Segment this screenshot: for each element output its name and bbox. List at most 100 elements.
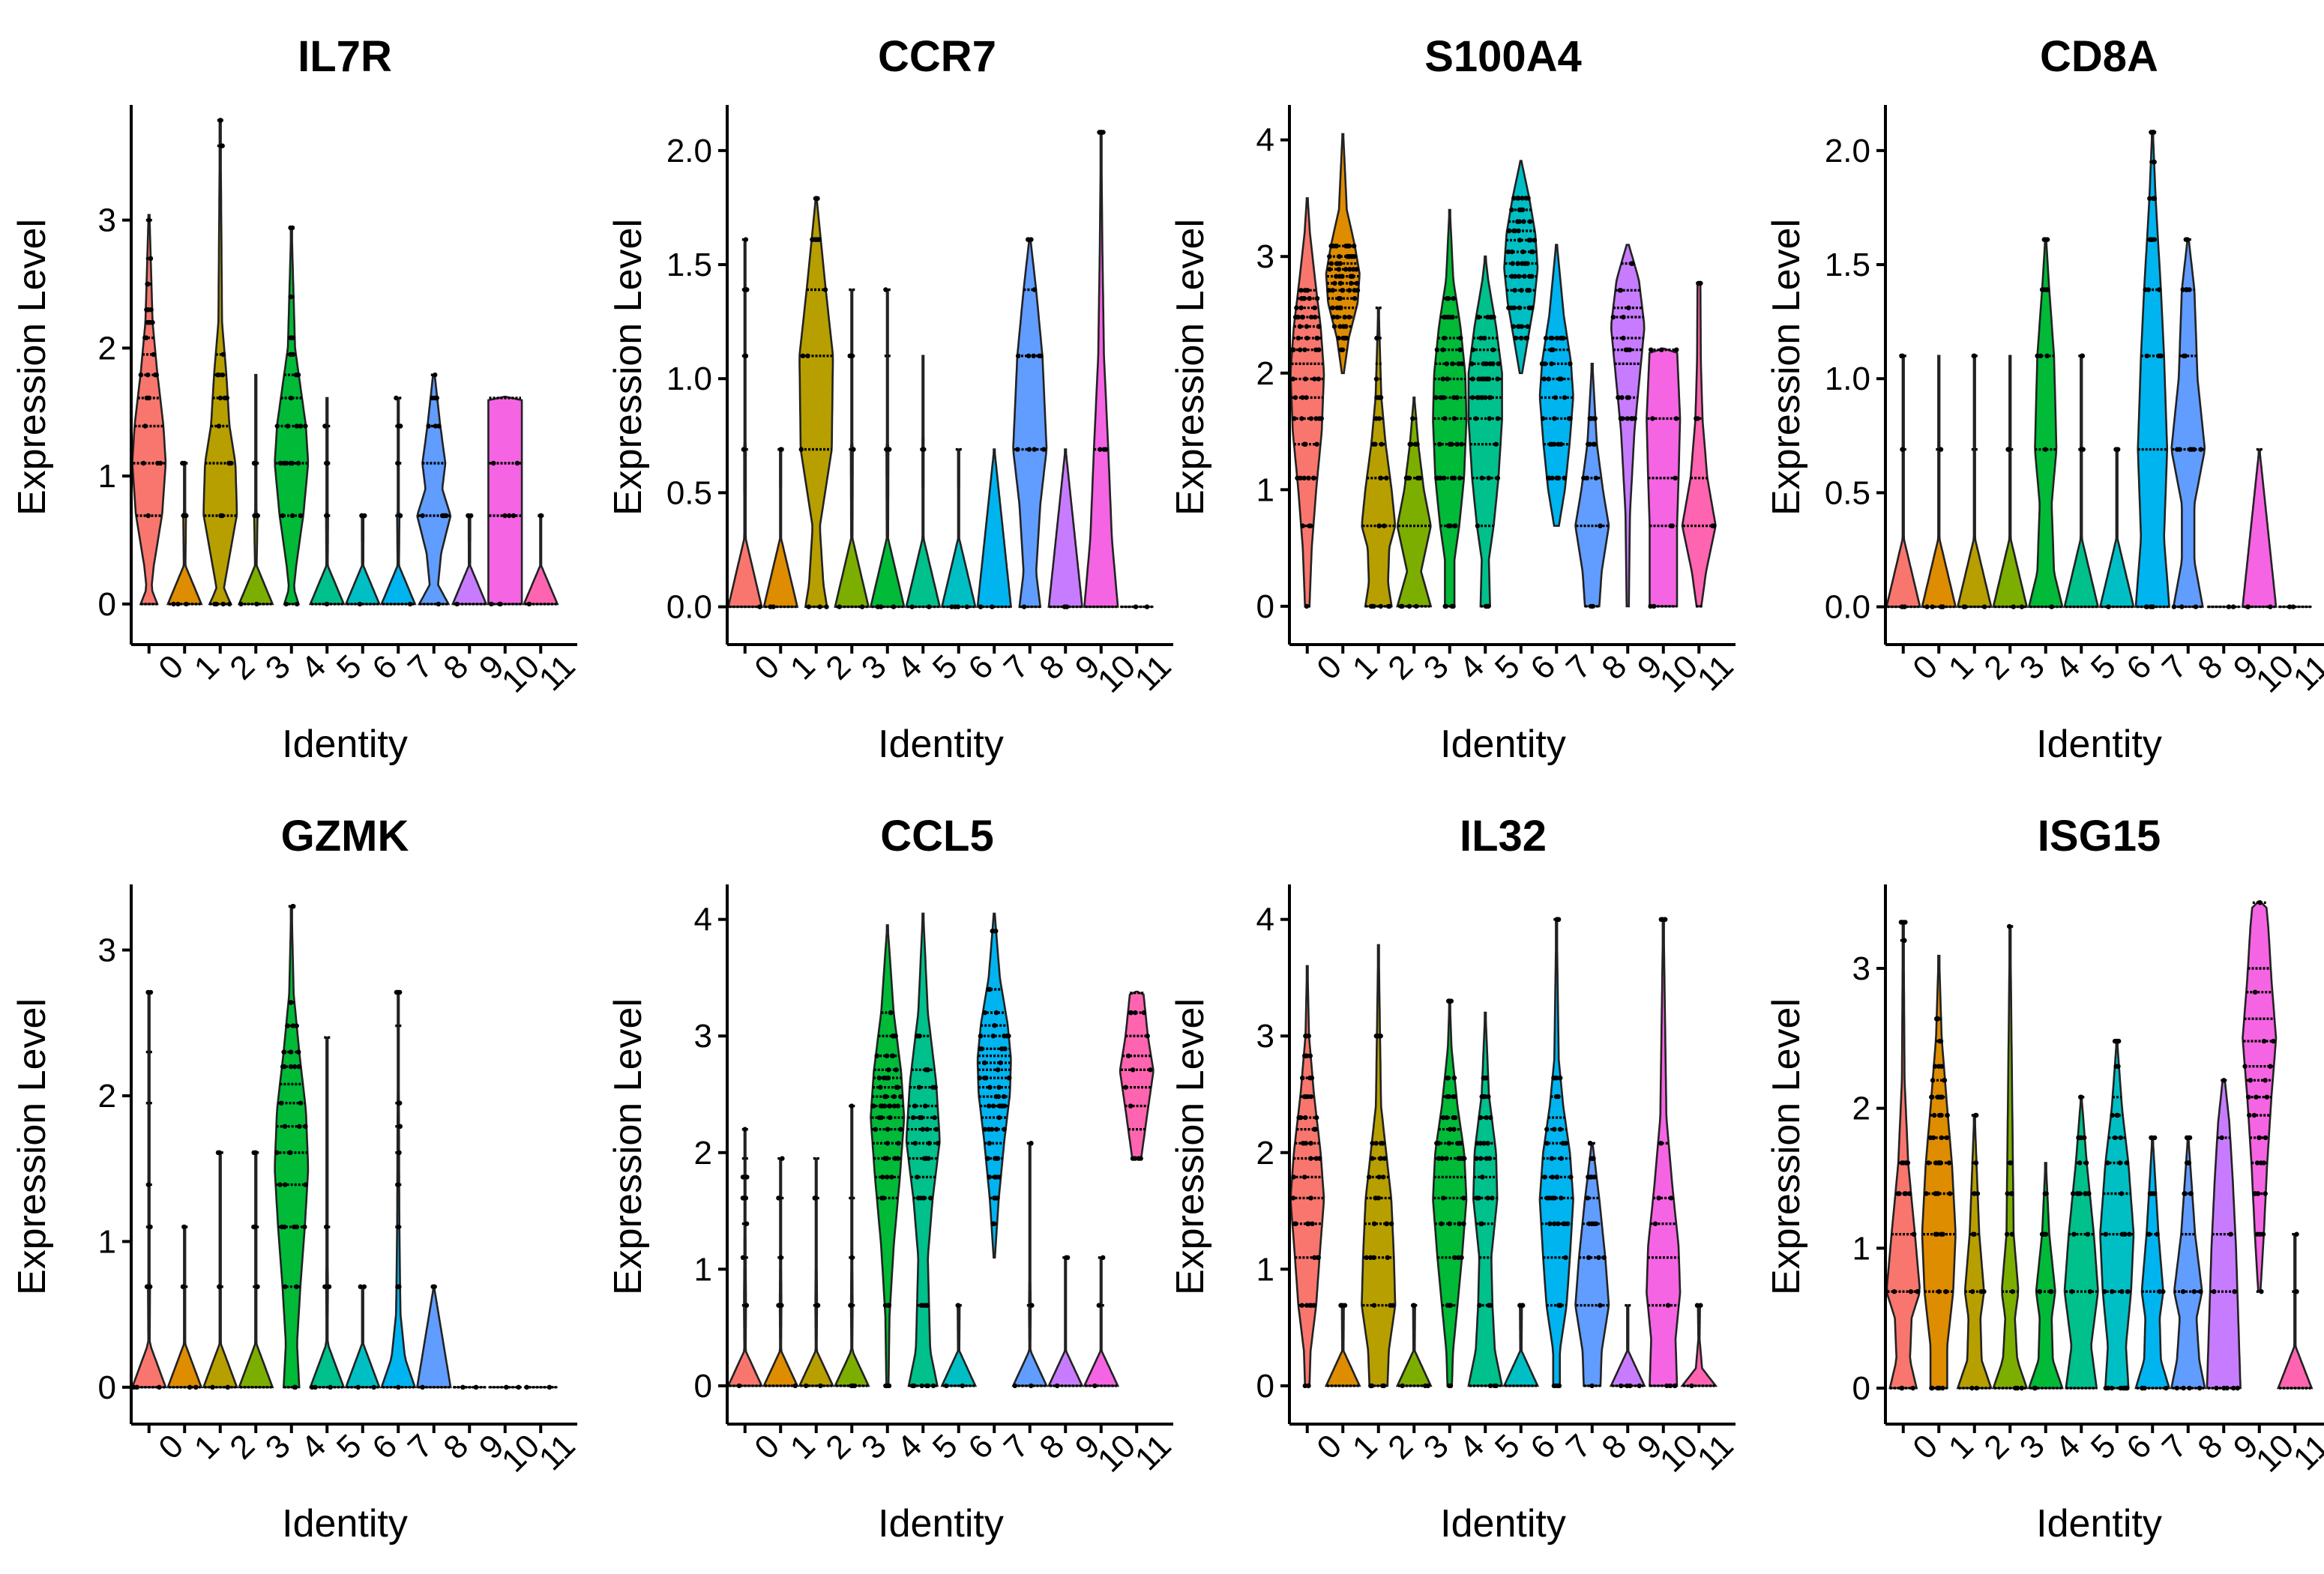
x-tick-label: 6	[961, 1427, 1000, 1466]
x-tick-label: 8	[436, 1427, 475, 1466]
violin-cluster-9	[1610, 244, 1646, 608]
x-tick-label: 3	[1417, 1427, 1456, 1466]
violin-body	[344, 514, 382, 606]
y-axis-label: Expression Level	[10, 219, 54, 516]
x-tick-label: 5	[2084, 648, 2123, 687]
violin-body	[1992, 355, 2029, 608]
violin-cluster-9	[452, 1384, 487, 1390]
x-tick-label: 0	[151, 1427, 190, 1466]
violin-body	[798, 1157, 835, 1387]
x-tick-label: 3	[259, 648, 298, 687]
violin-cluster-1	[1921, 355, 1957, 609]
x-tick-label: 11	[532, 1427, 582, 1477]
x-tick-label: 7	[1559, 648, 1598, 687]
violin-body	[415, 1285, 452, 1389]
violin-body	[1289, 197, 1325, 608]
x-tick-label: 4	[890, 1427, 929, 1466]
y-tick-label: 1.0	[666, 361, 712, 397]
violin-cluster-11	[1680, 1303, 1718, 1389]
violin-body	[451, 514, 488, 606]
y-tick-label: 0	[1256, 588, 1274, 625]
violin-body	[1574, 362, 1610, 608]
violin-body	[976, 448, 1013, 608]
violin-cluster-5	[905, 912, 941, 1389]
x-tick-label: 11	[1128, 1427, 1178, 1477]
y-tick-label: 4	[1256, 902, 1274, 938]
violin-cluster-11	[2277, 1231, 2314, 1390]
violin-body	[522, 514, 559, 606]
y-tick-label: 3	[1256, 1018, 1274, 1055]
x-tick-label: 5	[2084, 1427, 2123, 1466]
violin-cluster-11	[1119, 990, 1155, 1161]
violin-body	[1361, 944, 1397, 1387]
violin-body	[833, 1105, 870, 1387]
panel-s100a4: S100A40123401234567891011IdentityExpress…	[1169, 32, 1741, 766]
x-tick-label: 1	[783, 1427, 822, 1466]
violin-cluster-8	[2170, 1135, 2206, 1391]
violin-cluster-5	[1467, 1011, 1504, 1389]
x-tick-label: 0	[1906, 648, 1945, 687]
violin-cluster-7	[1538, 917, 1574, 1389]
violin-cluster-3	[1395, 1303, 1433, 1389]
y-tick-label: 1	[1256, 471, 1274, 508]
violin-body	[1681, 282, 1717, 608]
violin-body	[1047, 1256, 1084, 1387]
violin-cluster-9	[1047, 448, 1084, 609]
violin-cluster-4	[274, 225, 310, 607]
violin-body	[1047, 448, 1084, 608]
x-tick-label: 2	[1977, 1427, 2016, 1466]
panel-title: CD8A	[2040, 32, 2158, 81]
violin-body	[130, 991, 167, 1389]
y-tick-label: 3	[1852, 950, 1870, 987]
violin-body	[1609, 1304, 1646, 1387]
y-tick-label: 0	[98, 1369, 116, 1406]
violin-body	[905, 912, 941, 1387]
violin-body	[1432, 208, 1468, 608]
violin-cluster-0	[726, 237, 763, 609]
violin-cluster-2	[1361, 307, 1397, 609]
violin-body	[2063, 1096, 2099, 1390]
violin-cluster-8	[415, 1284, 452, 1390]
violin-body	[202, 119, 238, 606]
y-tick-label: 0	[98, 586, 116, 623]
axes	[1280, 884, 1736, 1433]
y-axis-label: Expression Level	[10, 998, 54, 1295]
x-tick-label: 5	[926, 648, 965, 687]
violin-body	[1956, 355, 1993, 608]
y-tick-label: 2	[1256, 355, 1274, 392]
x-tick-label: 1	[187, 648, 226, 687]
x-tick-label: 2	[819, 648, 858, 687]
x-tick-label: 0	[1906, 1427, 1945, 1466]
x-tick-label: 1	[1942, 648, 1981, 687]
x-tick-label: 6	[1523, 1427, 1562, 1466]
violin-cluster-11	[523, 1384, 558, 1390]
violin-cluster-0	[1289, 197, 1325, 609]
x-tick-label: 7	[401, 1427, 440, 1466]
violin-cluster-4	[1432, 208, 1468, 609]
y-tick-label: 1	[98, 1223, 116, 1260]
violin-cluster-8	[1574, 362, 1610, 609]
y-axis-label: Expression Level	[606, 219, 650, 516]
panel-title: IL32	[1460, 812, 1547, 860]
violin-body	[1432, 1000, 1468, 1387]
panel-ccl5: CCL50123401234567891011IdentityExpressio…	[606, 812, 1178, 1546]
violin-body	[1574, 1142, 1610, 1387]
violin-body	[202, 1151, 238, 1389]
violin-cluster-11	[1681, 280, 1717, 608]
violin-cluster-1	[166, 460, 203, 607]
x-tick-label: 4	[1452, 648, 1491, 687]
violin-body	[309, 1036, 346, 1389]
y-tick-label: 2	[1852, 1091, 1870, 1127]
violin-cluster-7	[380, 989, 417, 1390]
violin-body	[940, 448, 977, 608]
data-point	[1314, 296, 1320, 301]
x-tick-label: 2	[1977, 648, 2016, 687]
violin-cluster-6	[1503, 160, 1539, 375]
x-tick-label: 3	[1417, 648, 1456, 687]
violin-body	[379, 396, 417, 606]
violin-body	[2170, 238, 2206, 608]
x-tick-label: 5	[330, 1427, 369, 1466]
violin-cluster-0	[1885, 920, 1921, 1391]
y-tick-label: 0	[1256, 1368, 1274, 1405]
y-tick-label: 1.0	[1825, 361, 1870, 397]
